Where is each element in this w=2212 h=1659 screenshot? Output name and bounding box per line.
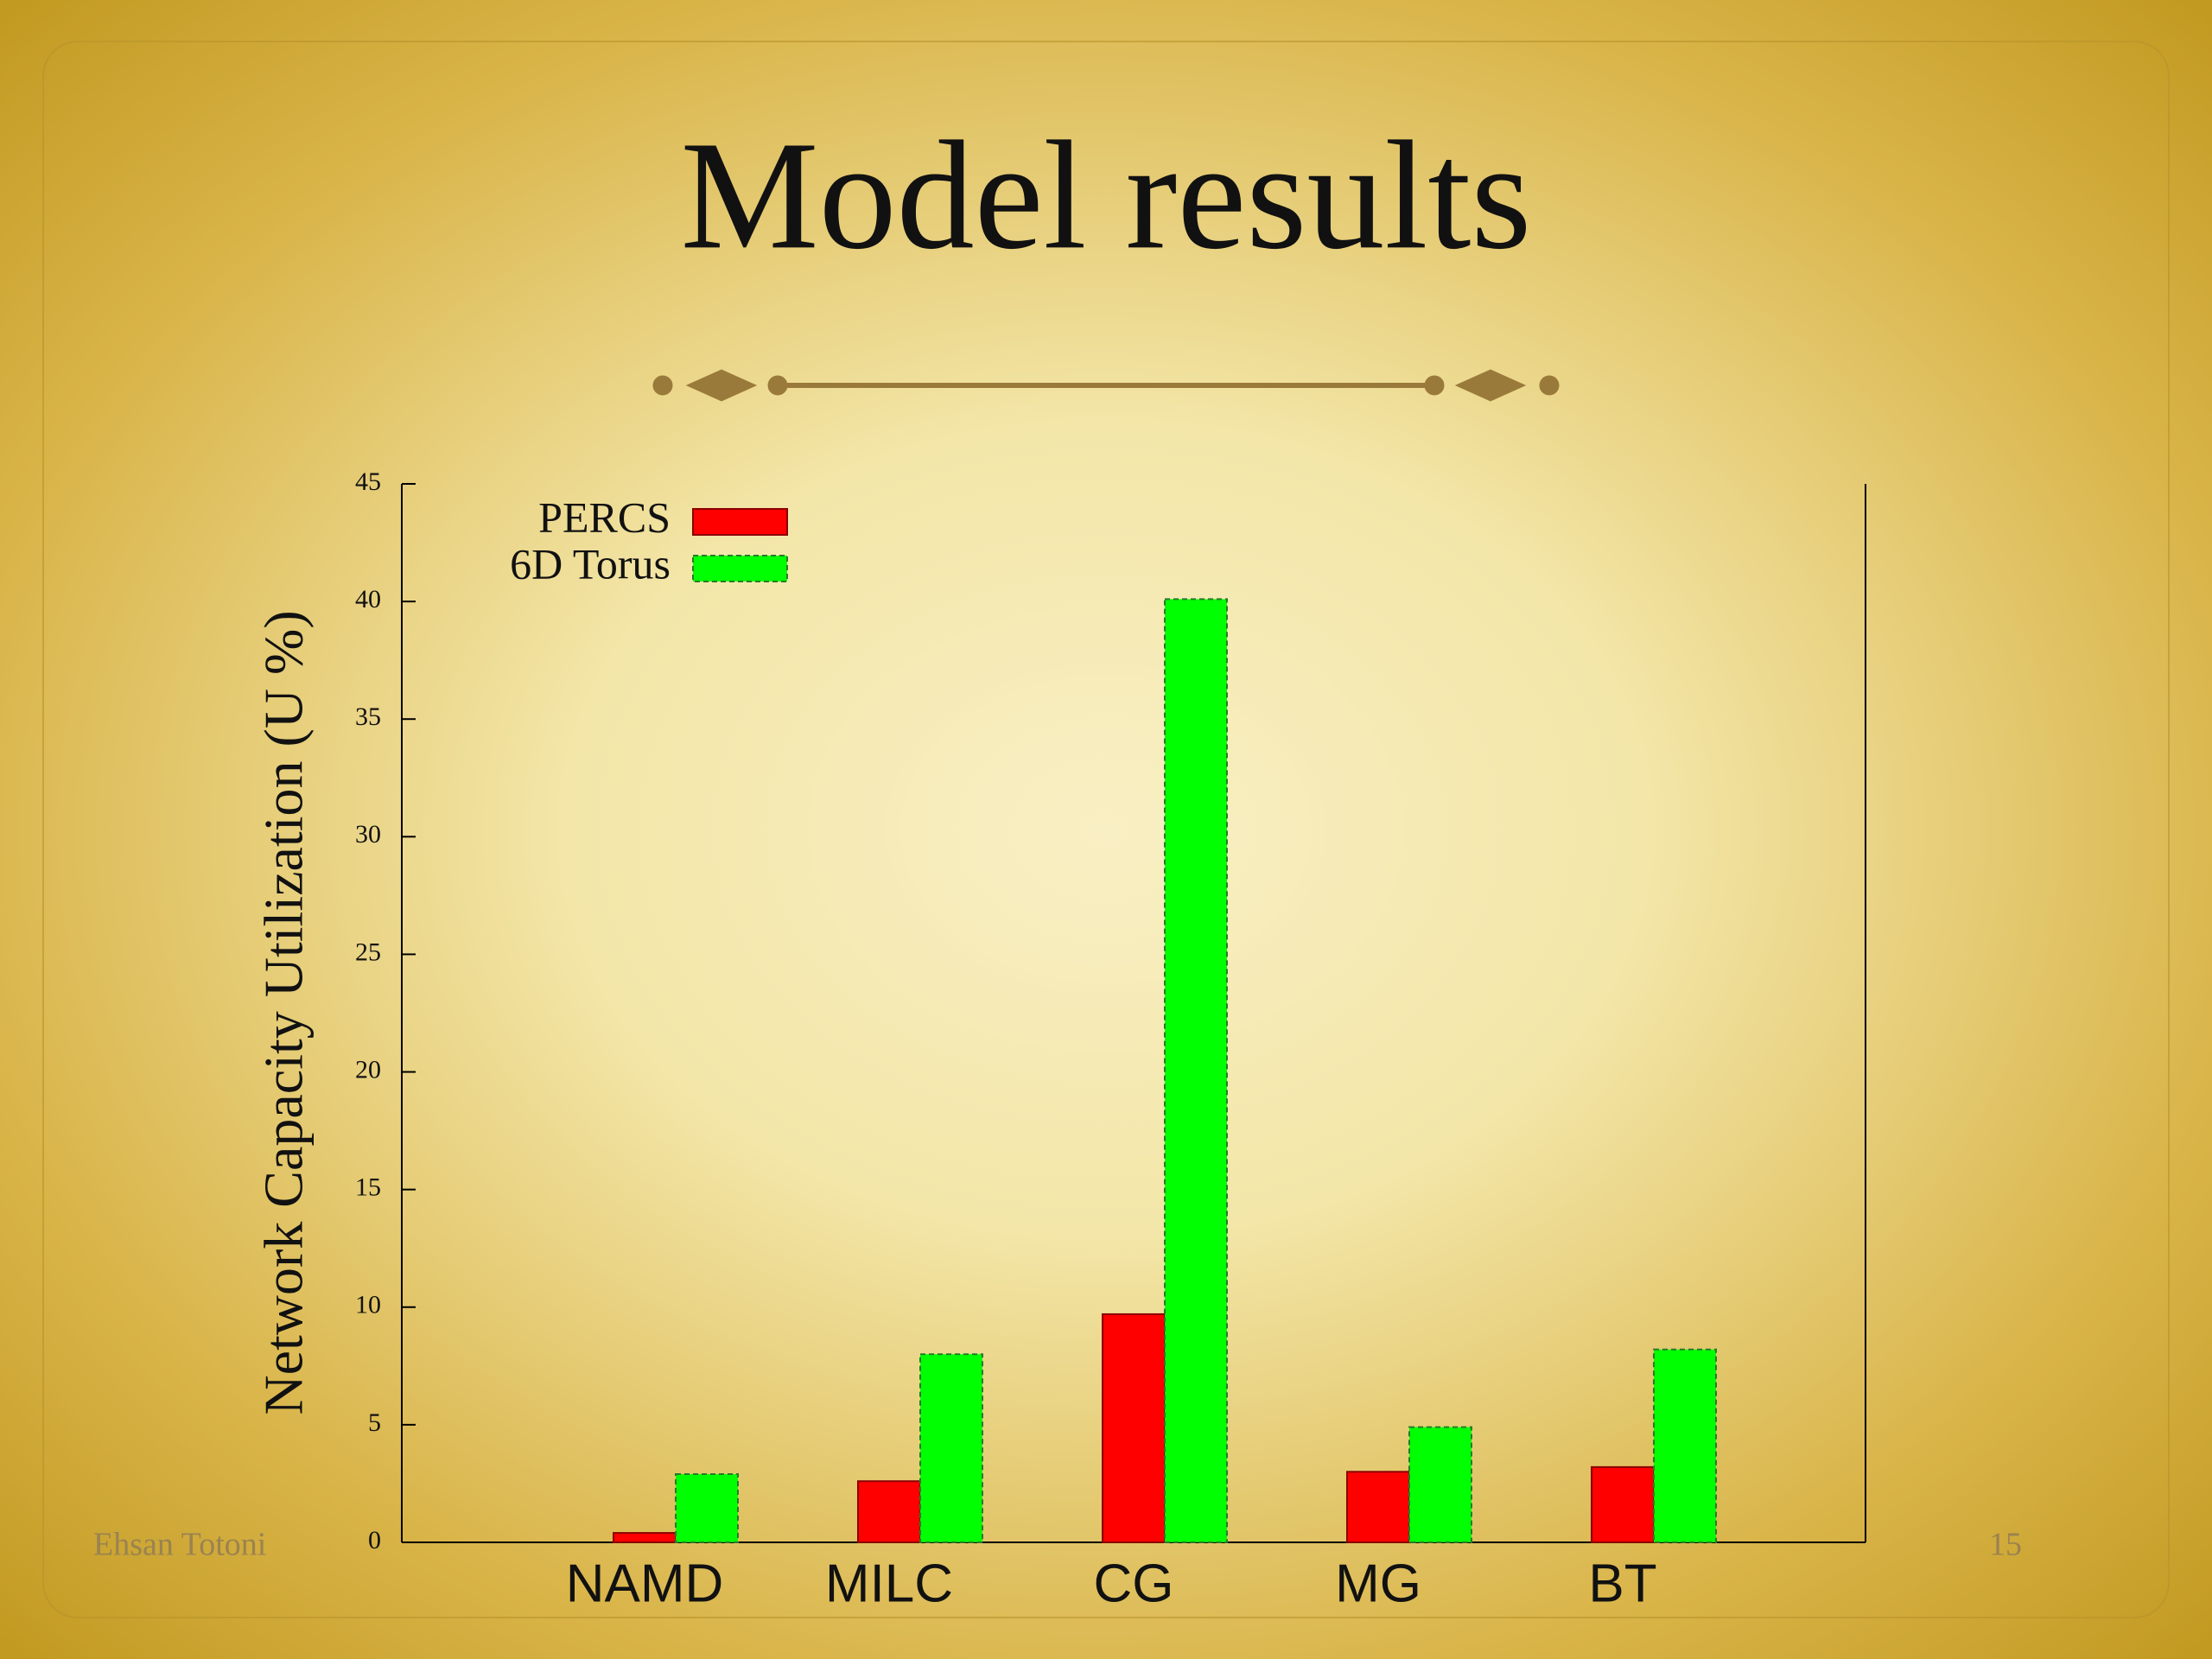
bar — [1102, 1313, 1166, 1543]
legend-label: 6D Torus — [510, 539, 671, 588]
y-axis-label: Network Capacity Utilization (U %) — [253, 610, 315, 1414]
bar — [1408, 1426, 1472, 1543]
legend-swatch — [692, 508, 788, 536]
y-tick-label: 40 — [355, 585, 381, 613]
bar — [1591, 1465, 1655, 1544]
page-number: 15 — [1989, 1527, 2022, 1563]
x-tick-label: MILC — [825, 1554, 953, 1613]
bar — [1653, 1348, 1717, 1544]
legend-swatch — [692, 555, 788, 582]
y-tick-label: 30 — [355, 820, 381, 849]
bar — [1164, 598, 1228, 1543]
y-tick-label: 10 — [355, 1291, 381, 1319]
x-tick-label: CG — [1094, 1554, 1174, 1613]
chart: 0 5 10 15 20 25 30 35 40 45 Network Capacity Utili… — [253, 467, 1866, 1613]
x-tick-label: BT — [1588, 1554, 1656, 1613]
bar — [675, 1473, 739, 1543]
bar — [613, 1532, 677, 1543]
y-tick-label: 25 — [355, 938, 381, 966]
legend-label: PERCS — [538, 493, 671, 541]
y-tick-label: 0 — [368, 1526, 381, 1554]
x-tick-label: MG — [1335, 1554, 1421, 1613]
bar — [1346, 1471, 1410, 1544]
y-tick-label: 35 — [355, 702, 381, 731]
y-tick-label: 20 — [355, 1055, 381, 1084]
y-tick-label: 45 — [355, 467, 381, 496]
slide-title: Model results — [681, 109, 1532, 281]
y-tick-label: 5 — [368, 1408, 381, 1437]
footer: Ehsan Totoni — [93, 1527, 266, 1563]
divider — [652, 369, 1560, 402]
y-tick-label: 15 — [355, 1173, 381, 1202]
x-tick-label: NAMD — [566, 1554, 724, 1613]
bar — [919, 1353, 983, 1543]
bar — [857, 1480, 921, 1543]
frame — [42, 41, 2170, 1618]
